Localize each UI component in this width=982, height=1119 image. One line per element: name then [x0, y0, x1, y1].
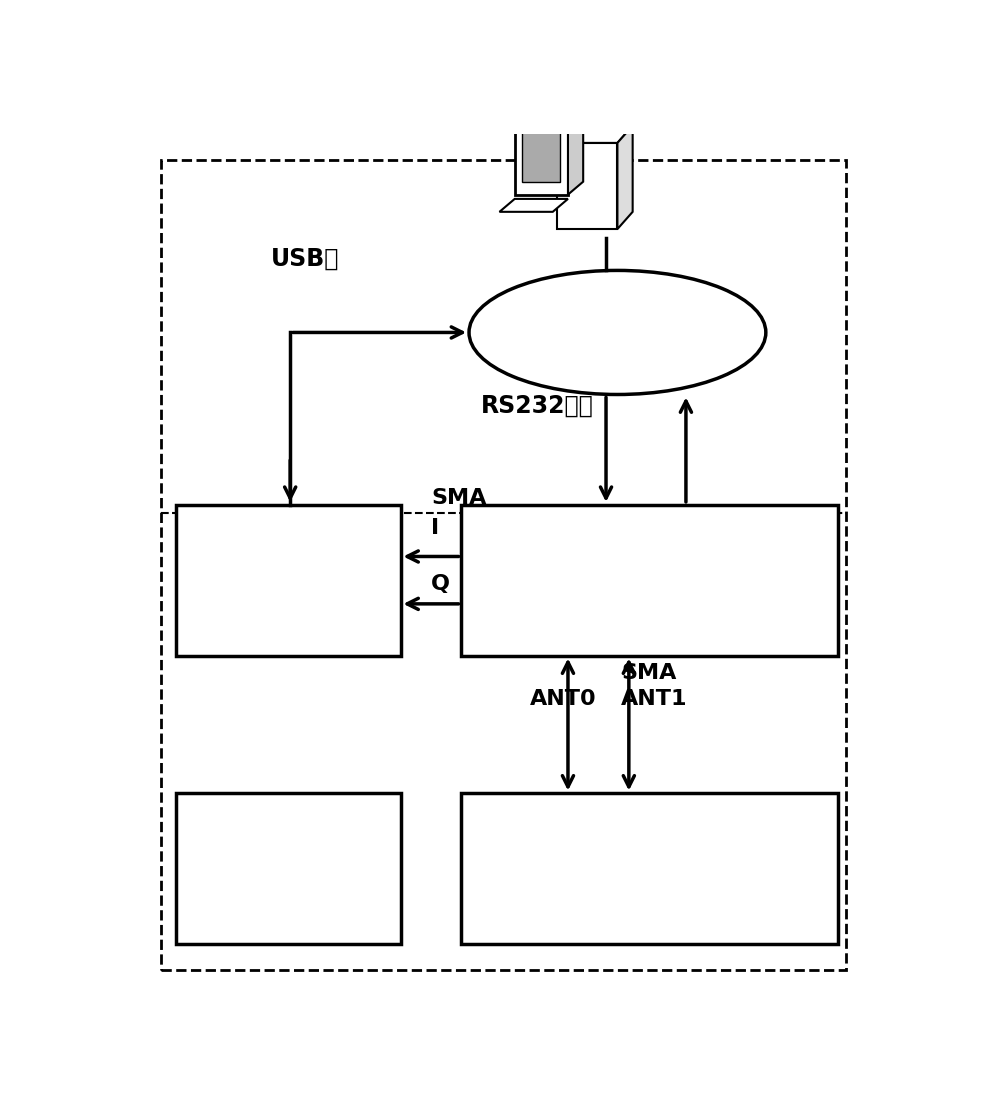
Polygon shape: [522, 121, 561, 181]
Bar: [176, 505, 401, 656]
Polygon shape: [568, 95, 583, 195]
Text: 通用RFID
读写器平台: 通用RFID 读写器平台: [585, 545, 714, 615]
Text: 数据采集卡: 数据采集卡: [243, 566, 334, 594]
Text: 上位机: 上位机: [585, 316, 650, 349]
Polygon shape: [515, 109, 568, 195]
Text: ANT0: ANT0: [530, 688, 596, 708]
Text: SMA: SMA: [622, 662, 677, 683]
Text: USB口: USB口: [271, 247, 340, 271]
Text: RS232串口: RS232串口: [480, 394, 593, 417]
Text: ANT1: ANT1: [622, 688, 687, 708]
Polygon shape: [557, 125, 632, 143]
Text: 射频天线: 射频天线: [610, 853, 689, 885]
Bar: [462, 793, 838, 944]
Text: 无源标签: 无源标签: [251, 854, 325, 883]
Text: I: I: [431, 518, 439, 538]
Text: SMA: SMA: [431, 488, 486, 508]
Text: Q: Q: [431, 574, 450, 594]
Polygon shape: [515, 95, 583, 109]
Polygon shape: [618, 125, 632, 229]
Ellipse shape: [469, 271, 766, 395]
Polygon shape: [500, 199, 568, 211]
Polygon shape: [557, 143, 618, 229]
Bar: [462, 505, 838, 656]
Bar: [176, 793, 401, 944]
